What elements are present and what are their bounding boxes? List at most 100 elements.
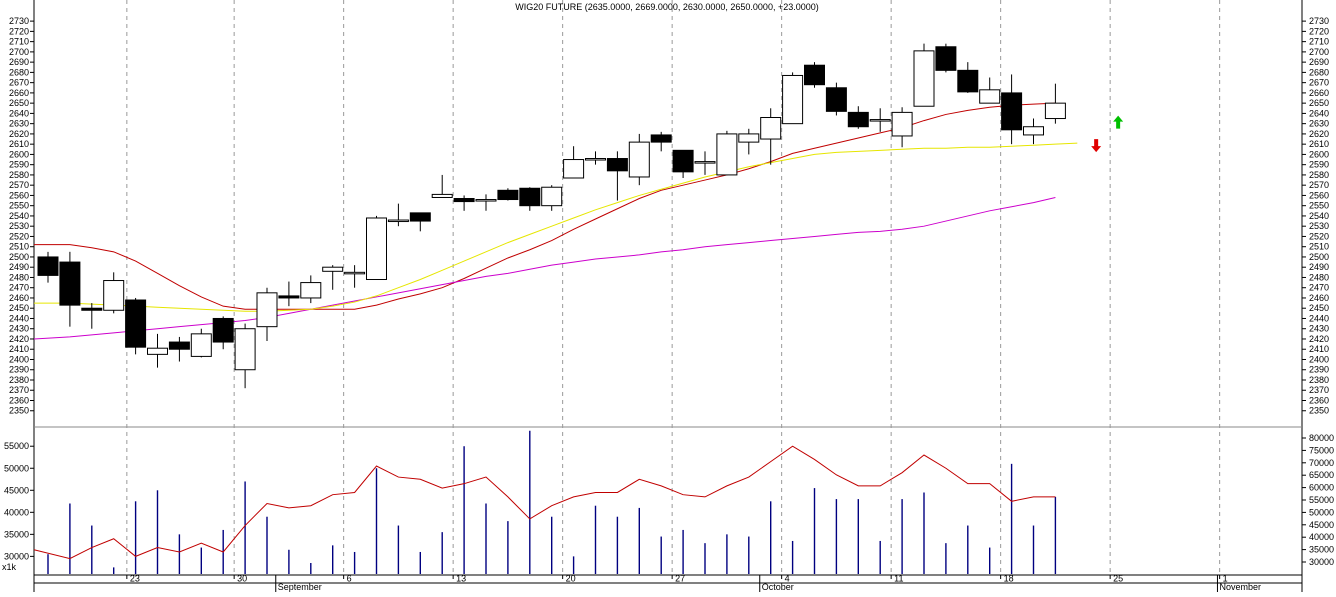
candle-body (103, 280, 125, 311)
candle-body (935, 46, 957, 71)
x-tick-label: 18 (1004, 573, 1014, 583)
candle-body (847, 111, 869, 128)
price-tick-label-left: 2460 (9, 293, 29, 303)
candle-body (168, 341, 190, 350)
moving-average-line-2 (33, 196, 1056, 340)
candle-body (497, 189, 519, 201)
candle-body (716, 133, 738, 176)
x-tick-label: 6 (347, 573, 352, 583)
price-tick-label-left: 2710 (9, 37, 29, 47)
sell-signal-arrow (1091, 139, 1102, 153)
month-label: September (278, 582, 322, 592)
price-tick-label-left: 2380 (9, 375, 29, 385)
volume-tick-label-right: 50000 (1309, 507, 1334, 517)
candle-body (585, 158, 606, 161)
price-tick-label-right: 2380 (1309, 375, 1329, 385)
price-tick-label-right: 2590 (1309, 160, 1329, 170)
price-tick-label-right: 2620 (1309, 129, 1329, 139)
price-tick-label-left: 2440 (9, 313, 29, 323)
candle-body (804, 64, 825, 86)
candle-body (344, 271, 366, 275)
price-tick-label-right: 2470 (1309, 283, 1329, 293)
price-tick-label-left: 2580 (9, 170, 29, 180)
price-tick-label-right: 2580 (1309, 170, 1329, 180)
price-tick-label-right: 2710 (1309, 37, 1329, 47)
price-tick-label-left: 2370 (9, 385, 29, 395)
price-tick-label-left: 2480 (9, 272, 29, 282)
price-tick-label-right: 2630 (1309, 119, 1329, 129)
volume-tick-label-right: 65000 (1309, 470, 1334, 480)
price-tick-label-right: 2690 (1309, 57, 1329, 67)
price-tick-label-left: 2550 (9, 201, 29, 211)
price-tick-label-left: 2430 (9, 324, 29, 334)
candle-body (760, 117, 782, 140)
candle-body (1023, 126, 1044, 136)
price-tick-label-right: 2600 (1309, 149, 1329, 159)
price-tick-label-left: 2650 (9, 98, 29, 108)
price-tick-label-right: 2730 (1309, 16, 1329, 26)
x-tick-label: 11 (894, 573, 903, 583)
price-tick-label-right: 2560 (1309, 190, 1329, 200)
candle-body (519, 187, 541, 207)
x-tick-label: 20 (566, 573, 576, 583)
volume-tick-label-right: 75000 (1309, 445, 1334, 455)
candle-body (672, 149, 694, 173)
candle-body (957, 69, 979, 93)
price-tick-label-left: 2560 (9, 190, 29, 200)
price-tick-label-left: 2390 (9, 365, 29, 375)
price-tick-label-left: 2350 (9, 406, 29, 416)
price-tick-label-right: 2430 (1309, 324, 1329, 334)
candle-body (387, 219, 409, 223)
price-tick-label-right: 2700 (1309, 47, 1329, 57)
candle-body (37, 256, 59, 276)
volume-tick-label-right: 30000 (1309, 557, 1334, 567)
price-tick-label-right: 2490 (1309, 262, 1329, 272)
price-tick-label-left: 2680 (9, 67, 29, 77)
candle-body (59, 261, 81, 306)
candle-body (431, 193, 453, 198)
x-tick-label: 4 (785, 573, 790, 583)
x-tick-label: 30 (237, 573, 247, 583)
price-tick-label-right: 2420 (1309, 334, 1329, 344)
price-tick-label-right: 2530 (1309, 221, 1329, 231)
price-tick-label-left: 2360 (9, 395, 29, 405)
price-tick-label-left: 2690 (9, 57, 29, 67)
candle-body (825, 87, 847, 112)
moving-average-line-1 (34, 102, 1056, 310)
price-tick-label-right: 2520 (1309, 231, 1329, 241)
chart-title: WIG20 FUTURE (2635.0000, 2669.0000, 2630… (515, 2, 818, 12)
volume-tick-label-left: 50000 (4, 463, 29, 473)
volume-tick-label-right: 80000 (1309, 433, 1334, 443)
candle-body (366, 217, 387, 281)
price-tick-label-right: 2370 (1309, 385, 1329, 395)
candle-body (979, 89, 1001, 104)
x-tick-label: 1 (1223, 573, 1228, 583)
candle-body (891, 111, 913, 137)
candle-body (869, 119, 891, 122)
candle-body (300, 282, 322, 299)
volume-tick-label-left: 55000 (4, 441, 29, 451)
candle-body (475, 199, 497, 202)
candle-body (1044, 102, 1066, 120)
price-tick-label-right: 2460 (1309, 293, 1329, 303)
price-tick-label-left: 2410 (9, 344, 29, 354)
candle-body (322, 266, 344, 272)
volume-average-line (33, 445, 1056, 560)
candle-body (409, 212, 431, 222)
price-tick-label-left: 2610 (9, 139, 29, 149)
x-tick-label: 27 (675, 573, 685, 583)
candle-body (913, 50, 935, 107)
price-tick-label-left: 2700 (9, 47, 29, 57)
price-tick-label-right: 2610 (1309, 139, 1329, 149)
candle-body (650, 134, 672, 143)
candle-body (1001, 92, 1023, 131)
volume-tick-label-right: 60000 (1309, 483, 1334, 493)
volume-tick-label-right: 40000 (1309, 532, 1334, 542)
price-tick-label-right: 2510 (1309, 242, 1329, 252)
candle-body (541, 186, 563, 207)
x-tick-label: 23 (130, 573, 140, 583)
candle-body (563, 159, 585, 179)
price-tick-label-right: 2680 (1309, 67, 1329, 77)
